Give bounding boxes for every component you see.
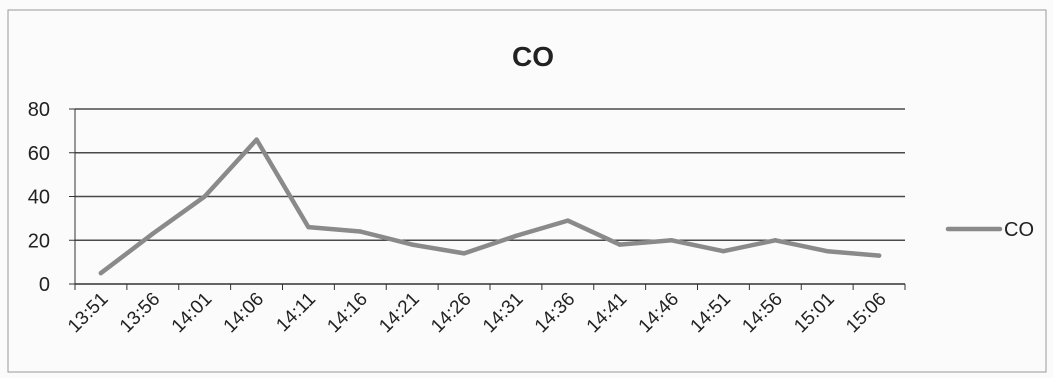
x-tick-label: 14:41 [583,289,631,337]
x-tick-label: 14:21 [375,289,423,337]
x-tick-label: 14:16 [323,289,371,337]
chart-border [7,9,1047,373]
data-point [513,233,519,239]
y-tick-label: 60 [28,143,50,165]
y-tick-label: 20 [28,230,50,252]
x-tick-label: 14:01 [168,289,216,337]
data-point [876,253,882,258]
data-point [358,229,363,234]
x-tick-label: 14:11 [272,289,319,336]
data-point [669,238,674,243]
data-point [824,248,830,254]
x-tick-label: 14:06 [220,289,268,337]
data-point [617,242,622,247]
x-tick-label: 15:01 [790,289,838,337]
x-tick-label: 14:36 [531,289,579,337]
data-point [461,251,467,256]
y-tick-label: 40 [28,187,50,209]
x-tick-label: 14:46 [635,289,683,337]
chart-title: CO [512,41,554,72]
data-point [306,224,311,230]
y-tick-label: 0 [39,274,50,296]
data-point [98,270,104,276]
data-point [565,218,571,223]
x-tick-label: 14:56 [738,289,786,337]
x-tick-label: 14:26 [427,289,475,337]
y-tick-label: 80 [28,99,50,121]
data-point [409,242,415,247]
x-tick-label: 14:51 [687,289,735,337]
x-tick-label: 15:06 [842,289,890,337]
x-tick-label: 13:56 [116,289,164,337]
data-point [254,137,259,142]
data-point [150,231,156,236]
data-point [721,248,726,254]
data-point [202,194,207,199]
legend-label-co: CO [1004,219,1034,241]
series-line-co [98,137,882,276]
x-tick-label: 14:31 [479,289,527,337]
data-point [773,238,778,243]
x-tick-label: 13:51 [64,289,112,337]
